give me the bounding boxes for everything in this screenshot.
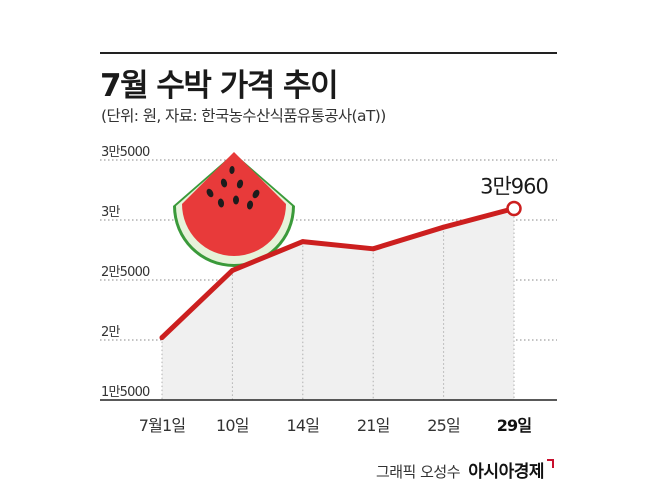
data-point bbox=[441, 224, 446, 230]
x-tick-label: 10일 bbox=[216, 416, 249, 435]
x-tick-label: 29일 bbox=[497, 416, 532, 435]
publisher-mark-icon bbox=[547, 459, 554, 468]
y-tick-label: 2만 bbox=[101, 325, 120, 340]
x-tick-label: 21일 bbox=[357, 416, 390, 435]
x-tick-label: 14일 bbox=[286, 416, 319, 435]
y-tick-label: 1만5000 bbox=[101, 385, 150, 400]
y-tick-label: 2만5000 bbox=[101, 265, 150, 280]
y-tick-label: 3만 bbox=[101, 205, 120, 220]
area-fill bbox=[162, 208, 514, 400]
x-tick-label: 7월1일 bbox=[139, 416, 186, 435]
credit: 그래픽 오성수 아시아경제 bbox=[376, 457, 554, 482]
y-tick-label: 3만5000 bbox=[101, 145, 150, 160]
series-line bbox=[159, 205, 517, 341]
credit-graphic: 그래픽 오성수 bbox=[375, 463, 461, 481]
data-label: 3만960 bbox=[480, 174, 548, 198]
data-point bbox=[300, 239, 306, 245]
data-point bbox=[506, 200, 522, 217]
publisher-logo: 아시아경제 bbox=[468, 462, 544, 482]
data-point bbox=[159, 335, 165, 340]
chart-title: 7월 수박 가격 추이 bbox=[100, 68, 339, 104]
watermelon-icon bbox=[173, 152, 295, 267]
chart-subtitle: (단위: 원, 자료: 한국농수산식품유통공사(aT)) bbox=[101, 107, 386, 125]
data-point bbox=[370, 246, 376, 252]
data-point bbox=[230, 268, 235, 273]
x-tick-label: 25일 bbox=[427, 416, 460, 435]
top-rule bbox=[100, 52, 557, 54]
